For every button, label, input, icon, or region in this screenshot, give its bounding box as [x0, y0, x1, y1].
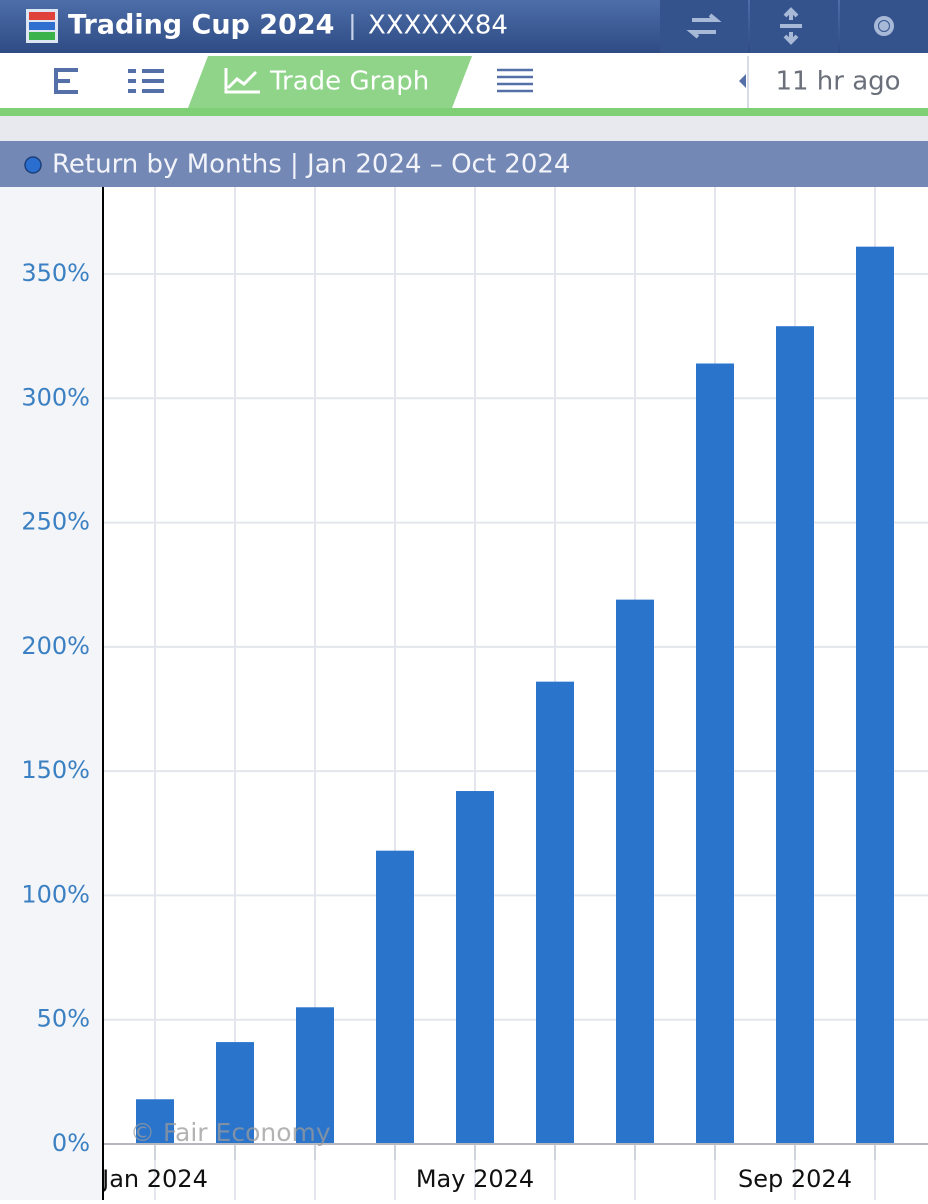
- graph-icon: [224, 68, 260, 94]
- bar: [216, 1042, 254, 1144]
- plot-clip: Jan 2024 May 2024 Sep 2024: [100, 187, 928, 1200]
- logo: [26, 9, 58, 43]
- y-tick-label: 150%: [21, 756, 90, 784]
- watermark: © Fair Economy: [130, 1118, 331, 1147]
- updated-time: 11 hr ago: [775, 67, 900, 97]
- y-tick-label: 200%: [21, 632, 90, 660]
- tab-label[interactable]: Trade Graph: [269, 67, 429, 97]
- spacer: [0, 116, 928, 141]
- swap-button[interactable]: [660, 0, 748, 53]
- arrow: [739, 74, 746, 88]
- chart-title: Return by Months | Jan 2024 – Oct 2024: [52, 150, 570, 180]
- x-tick-label: Jan 2024: [100, 1165, 208, 1193]
- y-tick-label: 50%: [37, 1005, 90, 1033]
- bar: [856, 246, 894, 1144]
- active-tab[interactable]: [188, 56, 472, 108]
- bar: [776, 326, 814, 1144]
- separator: |: [348, 11, 357, 41]
- bar: [136, 1099, 174, 1144]
- tab-underline: [0, 108, 928, 116]
- app-title: Trading Cup 2024: [68, 10, 334, 41]
- y-tick-label: 300%: [21, 383, 90, 411]
- x-tick-label: May 2024: [416, 1165, 534, 1193]
- y-axis-area: [0, 187, 103, 1200]
- bar: [616, 599, 654, 1144]
- bar: [376, 850, 414, 1144]
- bar: [296, 1007, 334, 1144]
- bullet: [24, 156, 42, 174]
- section-header: [0, 141, 928, 187]
- account-id: XXXXXX84: [368, 11, 508, 41]
- x-tick-label: Sep 2024: [738, 1165, 852, 1193]
- icons: [686, 7, 894, 45]
- bar: [456, 791, 494, 1144]
- chart: Jan 2024 May 2024 Sep 2024 0% 50% 100% 150% 200…: [21, 187, 928, 1200]
- bar: [536, 681, 574, 1144]
- y-tick-label: 250%: [21, 508, 90, 536]
- bar: [696, 363, 734, 1144]
- y-tick-label: 350%: [21, 259, 90, 287]
- y-tick-label: 0%: [52, 1129, 90, 1157]
- y-tick-label: 100%: [21, 880, 90, 908]
- tab-icons: [54, 68, 533, 94]
